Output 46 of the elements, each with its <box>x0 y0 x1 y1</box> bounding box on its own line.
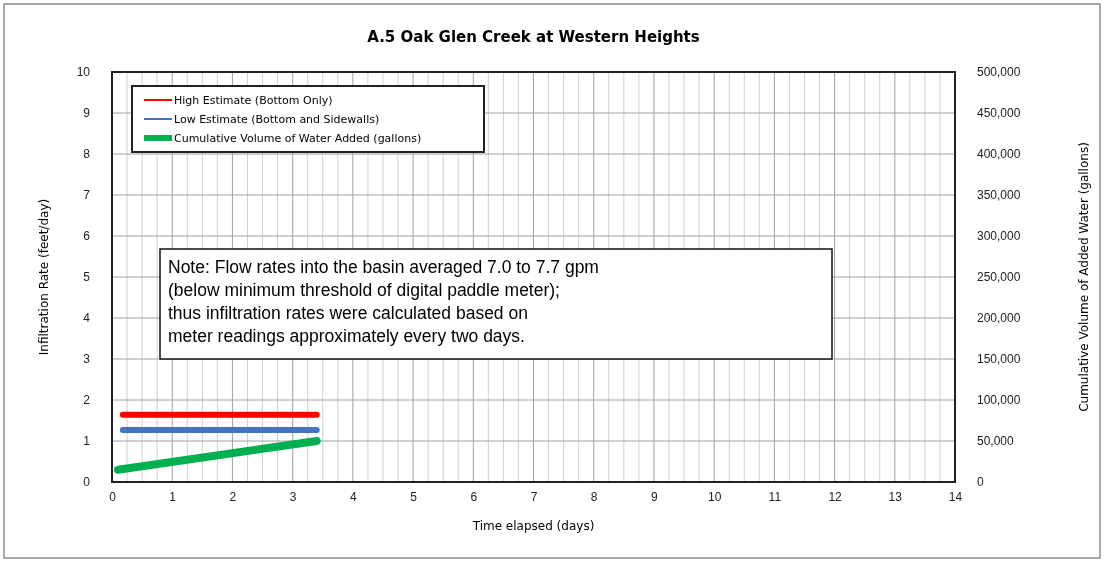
y2-tick-label: 200,000 <box>977 311 1021 326</box>
y2-axis-title: Cumulative Volume of Added Water (gallons) <box>1077 142 1091 412</box>
y2-tick-label: 150,000 <box>977 352 1021 367</box>
y-tick-label: 3 <box>83 352 91 367</box>
y-tick-label: 4 <box>83 311 91 326</box>
x-tick-label: 5 <box>410 489 418 504</box>
y2-tick-label: 300,000 <box>977 229 1021 244</box>
x-tick-label: 0 <box>109 489 117 504</box>
x-tick-label: 1 <box>169 489 177 504</box>
y2-tick-label: 250,000 <box>977 270 1021 285</box>
y-axis-title: Infiltration Rate (feet/day) <box>37 198 51 356</box>
y-tick-label: 10 <box>76 65 91 80</box>
y2-tick-label: 50,000 <box>977 434 1015 449</box>
y-tick-label: 7 <box>83 188 91 203</box>
chart-title: A.5 Oak Glen Creek at Western Heights <box>367 28 700 46</box>
legend-label: High Estimate (Bottom Only) <box>174 94 333 107</box>
x-tick-label: 4 <box>350 489 358 504</box>
note-box: Note: Flow rates into the basin averaged 7.0 to 7.7 gpm (below minimum threshold of digital paddle meter); thus infiltration rates were calculated based on meter readings approximately every two days. <box>159 248 833 360</box>
x-tick-label: 10 <box>707 489 722 504</box>
y2-tick-label: 100,000 <box>977 393 1021 408</box>
legend-label: Cumulative Volume of Water Added (gallons) <box>174 132 422 145</box>
x-tick-label: 7 <box>530 489 538 504</box>
x-tick-label: 11 <box>768 489 782 504</box>
y-tick-label: 8 <box>83 147 91 162</box>
x-tick-label: 8 <box>590 489 598 504</box>
x-axis-title: Time elapsed (days) <box>471 519 595 533</box>
y2-tick-label: 500,000 <box>977 65 1021 80</box>
x-tick-label: 14 <box>948 489 963 504</box>
y-tick-label: 5 <box>83 270 91 285</box>
y-tick-label: 6 <box>83 229 91 244</box>
x-tick-label: 12 <box>828 489 843 504</box>
y-tick-label: 9 <box>83 106 91 121</box>
y-tick-label: 2 <box>83 393 91 408</box>
y2-tick-label: 400,000 <box>977 147 1021 162</box>
y2-tick-label: 0 <box>977 475 984 490</box>
x-tick-label: 9 <box>651 489 659 504</box>
y2-tick-label: 450,000 <box>977 106 1021 121</box>
x-tick-label: 2 <box>229 489 237 504</box>
legend-label: Low Estimate (Bottom and Sidewalls) <box>174 113 380 126</box>
x-tick-label: 6 <box>470 489 478 504</box>
y-tick-label: 0 <box>83 475 91 490</box>
y2-tick-label: 350,000 <box>977 188 1021 203</box>
annotation: Note: Flow rates into the basin averaged 7.0 to 7.7 gpm (below minimum threshold of digital paddle meter); thus infiltration rates were calculated based on meter readings approximately every two days. <box>168 257 599 346</box>
y-tick-label: 1 <box>83 434 91 449</box>
x-tick-label: 13 <box>888 489 903 504</box>
x-tick-label: 3 <box>289 489 297 504</box>
